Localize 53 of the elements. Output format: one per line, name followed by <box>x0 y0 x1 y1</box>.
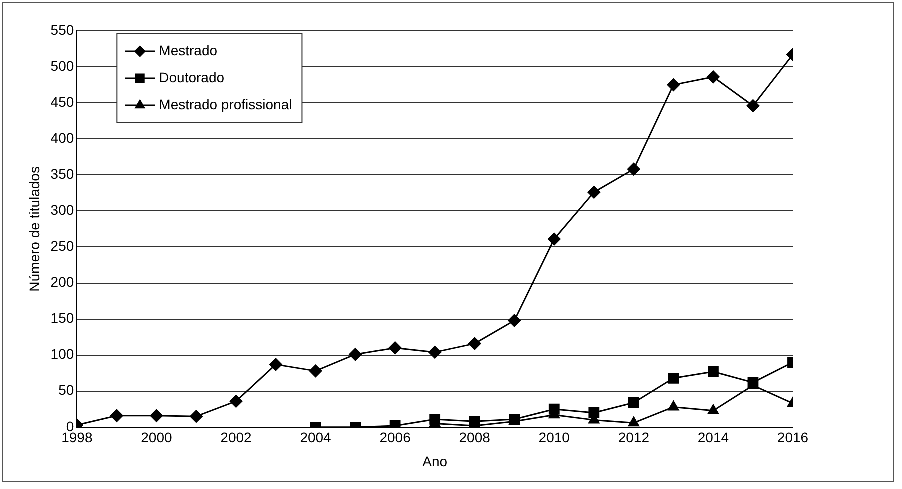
point <box>230 394 243 408</box>
legend-label: Doutorado <box>159 69 225 86</box>
y-tick-label: 150 <box>50 310 74 326</box>
point <box>428 346 442 359</box>
y-tick-label: 400 <box>50 130 74 146</box>
point <box>388 342 402 355</box>
point <box>668 400 680 411</box>
point <box>708 404 720 414</box>
x-tick-label: 2004 <box>300 430 332 446</box>
y-tick-label: 0 <box>66 418 74 434</box>
point <box>708 366 719 378</box>
y-tick-label: 200 <box>50 274 74 290</box>
x-tick-label: 2008 <box>459 430 491 446</box>
x-axis-title: Ano <box>422 453 448 470</box>
point <box>508 314 522 328</box>
point <box>628 397 640 408</box>
point <box>190 410 203 424</box>
point <box>548 404 560 415</box>
y-tick-label: 50 <box>58 382 74 398</box>
legend-label: Mestrado profissional <box>159 96 292 112</box>
x-tick-label: 2000 <box>141 430 172 446</box>
point <box>150 409 164 422</box>
point <box>628 416 640 427</box>
x-tick-label: 2010 <box>538 430 570 446</box>
point <box>588 408 600 418</box>
point <box>110 409 124 422</box>
x-tick-label: 2016 <box>777 430 809 446</box>
y-tick-label: 450 <box>50 94 74 110</box>
point <box>746 99 760 112</box>
point <box>468 337 482 350</box>
y-tick-label: 100 <box>50 346 74 362</box>
legend-label: Mestrado <box>159 42 218 58</box>
point <box>548 232 561 246</box>
y-axis-title: Número de titulados <box>26 166 42 292</box>
x-tick-label: 2006 <box>380 430 412 446</box>
y-tick-label: 500 <box>50 58 74 74</box>
point <box>706 70 720 84</box>
point <box>667 78 680 92</box>
x-tick-label: 2002 <box>220 430 252 446</box>
point <box>588 186 601 199</box>
point <box>270 358 283 372</box>
y-tick-label: 350 <box>50 166 74 182</box>
y-tick-label: 250 <box>50 238 74 254</box>
y-tick-label: 550 <box>50 22 74 38</box>
point <box>469 416 480 428</box>
x-tick-label: 2014 <box>698 430 730 446</box>
point <box>349 348 362 362</box>
point <box>627 162 640 176</box>
point <box>430 414 441 425</box>
point <box>668 372 680 384</box>
point <box>309 364 322 378</box>
y-tick-label: 300 <box>50 202 74 218</box>
x-tick-label: 2012 <box>618 430 650 446</box>
